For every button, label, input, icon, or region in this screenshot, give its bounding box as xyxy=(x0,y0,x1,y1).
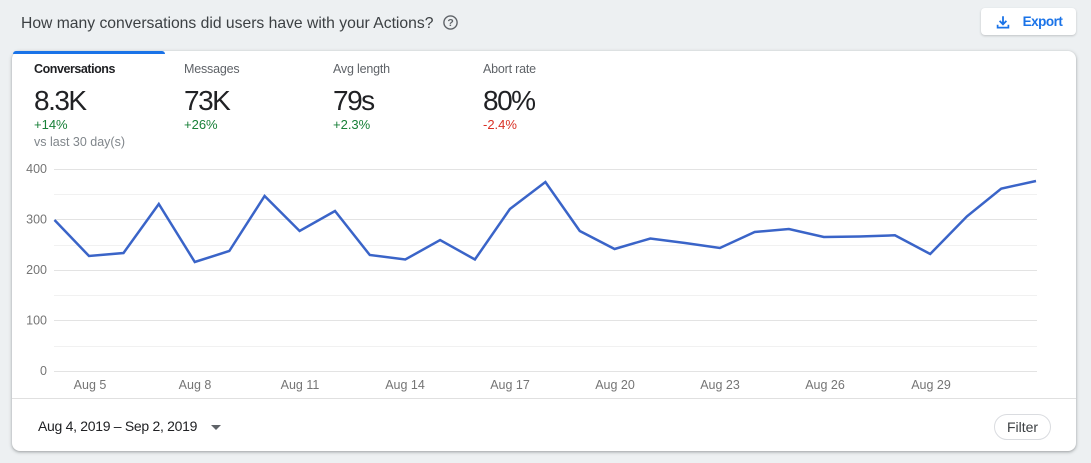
svg-text:Aug 20: Aug 20 xyxy=(595,378,635,392)
svg-text:Aug 11: Aug 11 xyxy=(281,378,320,392)
svg-text:100: 100 xyxy=(26,314,47,328)
svg-text:Aug 23: Aug 23 xyxy=(700,378,740,392)
svg-text:Aug 29: Aug 29 xyxy=(911,378,951,392)
svg-text:Aug 5: Aug 5 xyxy=(74,378,107,392)
svg-text:400: 400 xyxy=(26,162,47,176)
svg-text:300: 300 xyxy=(26,213,47,227)
svg-text:Aug 14: Aug 14 xyxy=(385,378,425,392)
svg-text:Aug 17: Aug 17 xyxy=(490,378,530,392)
svg-text:?: ? xyxy=(447,17,453,29)
svg-text:Aug 8: Aug 8 xyxy=(179,378,212,392)
svg-text:200: 200 xyxy=(26,263,47,277)
svg-text:Aug 26: Aug 26 xyxy=(805,378,845,392)
svg-text:0: 0 xyxy=(40,364,47,378)
